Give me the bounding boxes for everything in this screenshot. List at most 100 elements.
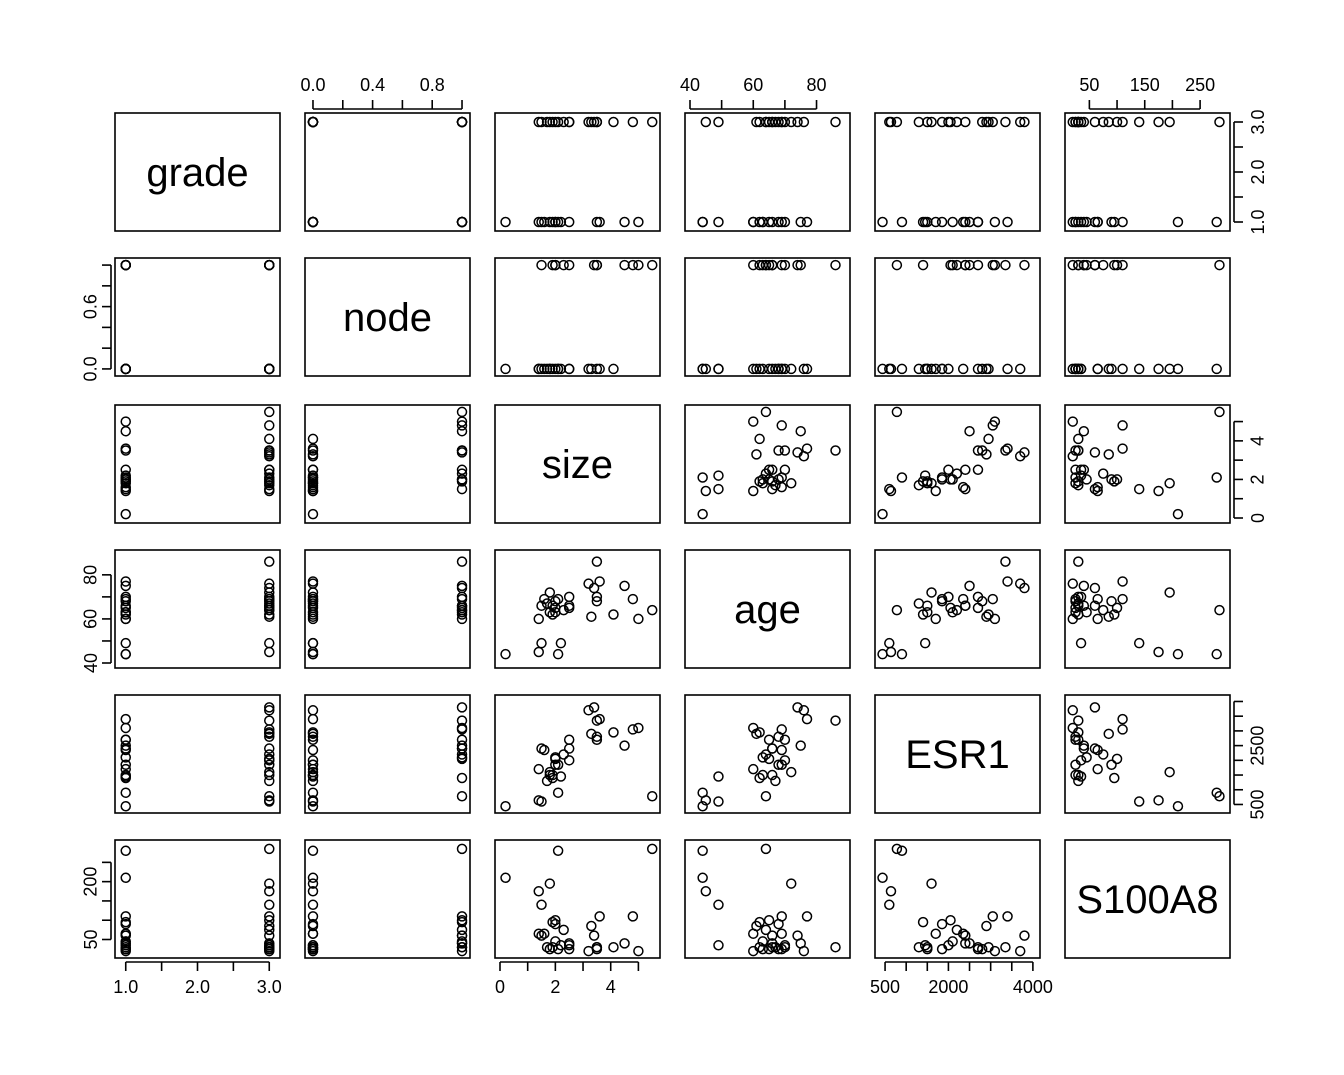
point-grade-size-11 bbox=[563, 116, 575, 128]
point-node-s100a8-29 bbox=[1092, 363, 1103, 375]
point-grade-age-13 bbox=[766, 116, 778, 128]
top-tick-label-node-2: 0.4 bbox=[360, 75, 385, 95]
point-grade-s100a8-30 bbox=[1075, 216, 1087, 228]
point-size-age-20 bbox=[779, 445, 791, 456]
point-size-node-5 bbox=[456, 468, 468, 479]
point-s100a8-esr1-0 bbox=[891, 843, 903, 855]
point-s100a8-esr1-21 bbox=[947, 936, 958, 947]
point-age-s100a8-16 bbox=[1133, 637, 1145, 649]
point-age-size-16 bbox=[536, 637, 547, 649]
point-age-s100a8-10 bbox=[1067, 578, 1079, 589]
point-esr1-node-23 bbox=[456, 743, 468, 754]
point-age-esr1-18 bbox=[989, 613, 1001, 625]
panel-age-vs-grade bbox=[114, 549, 281, 669]
point-node-esr1-10 bbox=[1014, 363, 1026, 375]
point-age-size-9 bbox=[586, 611, 597, 622]
point-age-s100a8-29 bbox=[1092, 613, 1103, 625]
left-tick-label-s100a8-0: 50 bbox=[81, 929, 101, 949]
point-age-esr1-29 bbox=[930, 613, 941, 625]
point-esr1-size-9 bbox=[586, 728, 597, 740]
point-grade-size-28 bbox=[539, 216, 550, 228]
point-age-s100a8-14 bbox=[1164, 587, 1175, 598]
point-s100a8-esr1-16 bbox=[884, 899, 895, 911]
point-esr1-grade-15 bbox=[264, 775, 275, 787]
point-s100a8-age-31 bbox=[697, 845, 708, 857]
bottom-tick-label-size-0: 0 bbox=[495, 977, 505, 997]
right-tick-label-grade-0: 1.0 bbox=[1248, 209, 1268, 234]
point-size-grade-0 bbox=[264, 406, 275, 418]
point-age-size-7 bbox=[608, 609, 619, 620]
point-esr1-s100a8-3 bbox=[1089, 702, 1101, 713]
point-esr1-age-2 bbox=[830, 715, 841, 726]
point-s100a8-grade-16 bbox=[264, 899, 275, 911]
point-esr1-s100a8-29 bbox=[1092, 763, 1103, 775]
point-s100a8-grade-31 bbox=[120, 845, 131, 857]
point-s100a8-esr1-31 bbox=[896, 845, 908, 857]
panel-esr1-vs-s100a8 bbox=[1064, 694, 1231, 814]
point-size-esr1-0 bbox=[891, 406, 903, 418]
diag-panel-age bbox=[684, 549, 851, 669]
point-age-node-24 bbox=[307, 576, 319, 587]
point-node-size-10 bbox=[583, 363, 594, 375]
panel-s100a8-vs-grade bbox=[114, 839, 281, 959]
point-esr1-grade-3 bbox=[264, 702, 275, 713]
left-tick-label-s100a8-3: 200 bbox=[81, 867, 101, 897]
point-esr1-size-26 bbox=[550, 759, 561, 770]
diag-panel-s100a8 bbox=[1064, 839, 1231, 959]
point-grade-age-17 bbox=[700, 116, 712, 128]
point-esr1-s100a8-31 bbox=[1211, 787, 1222, 798]
point-esr1-size-24 bbox=[594, 713, 605, 725]
point-age-esr1-19 bbox=[964, 580, 975, 592]
point-grade-s100a8-31 bbox=[1211, 216, 1222, 228]
point-age-node-23 bbox=[456, 600, 468, 611]
bottom-tick-label-size-2: 2 bbox=[550, 977, 560, 997]
point-age-s100a8-2 bbox=[1073, 556, 1084, 567]
point-esr1-grade-32 bbox=[120, 800, 131, 812]
point-esr1-grade-19 bbox=[120, 740, 131, 751]
point-node-esr1-20 bbox=[972, 259, 984, 271]
point-esr1-grade-2 bbox=[264, 715, 275, 726]
point-size-node-27 bbox=[307, 478, 319, 489]
point-node-s100a8-19 bbox=[1078, 259, 1090, 271]
point-age-s100a8-30 bbox=[1075, 637, 1087, 649]
point-grade-size-7 bbox=[608, 116, 619, 128]
point-esr1-node-2 bbox=[456, 715, 468, 726]
point-esr1-s100a8-12 bbox=[1070, 759, 1081, 770]
point-node-s100a8-26 bbox=[1106, 363, 1117, 375]
point-size-s100a8-29 bbox=[1092, 485, 1103, 497]
point-size-age-1 bbox=[776, 420, 787, 431]
point-node-s100a8-16 bbox=[1133, 363, 1145, 375]
point-esr1-grade-31 bbox=[120, 787, 131, 798]
point-s100a8-node-14 bbox=[307, 878, 319, 889]
point-esr1-age-0 bbox=[760, 790, 772, 802]
point-s100a8-age-14 bbox=[785, 878, 797, 889]
point-grade-age-10 bbox=[798, 116, 810, 128]
point-size-age-17 bbox=[700, 485, 712, 497]
point-node-age-9 bbox=[751, 363, 762, 375]
point-esr1-node-20 bbox=[456, 734, 468, 745]
point-esr1-size-27 bbox=[544, 769, 556, 781]
point-grade-esr1-29 bbox=[930, 216, 941, 228]
point-grade-node-32 bbox=[307, 216, 319, 228]
point-s100a8-grade-0 bbox=[264, 843, 275, 855]
point-esr1-s100a8-9 bbox=[1103, 728, 1114, 740]
point-s100a8-node-31 bbox=[307, 845, 319, 857]
point-s100a8-age-32 bbox=[697, 872, 708, 884]
point-size-grade-32 bbox=[120, 508, 131, 520]
point-esr1-size-18 bbox=[633, 722, 644, 734]
point-s100a8-esr1-28 bbox=[957, 928, 969, 939]
point-size-s100a8-7 bbox=[1073, 433, 1084, 445]
point-age-size-2 bbox=[591, 556, 603, 567]
point-age-size-8 bbox=[591, 596, 603, 607]
point-age-s100a8-23 bbox=[1089, 600, 1101, 611]
point-esr1-s100a8-24 bbox=[1117, 713, 1128, 725]
point-size-esr1-26 bbox=[936, 474, 948, 485]
top-tick-label-node-4: 0.8 bbox=[420, 75, 445, 95]
point-size-s100a8-15 bbox=[1073, 479, 1084, 491]
point-node-s100a8-6 bbox=[1111, 259, 1123, 271]
point-age-grade-32 bbox=[120, 648, 131, 660]
point-s100a8-size-7 bbox=[608, 941, 619, 953]
point-s100a8-esr1-23 bbox=[960, 930, 971, 941]
point-age-size-22 bbox=[547, 609, 558, 620]
point-esr1-s100a8-17 bbox=[1153, 795, 1164, 806]
